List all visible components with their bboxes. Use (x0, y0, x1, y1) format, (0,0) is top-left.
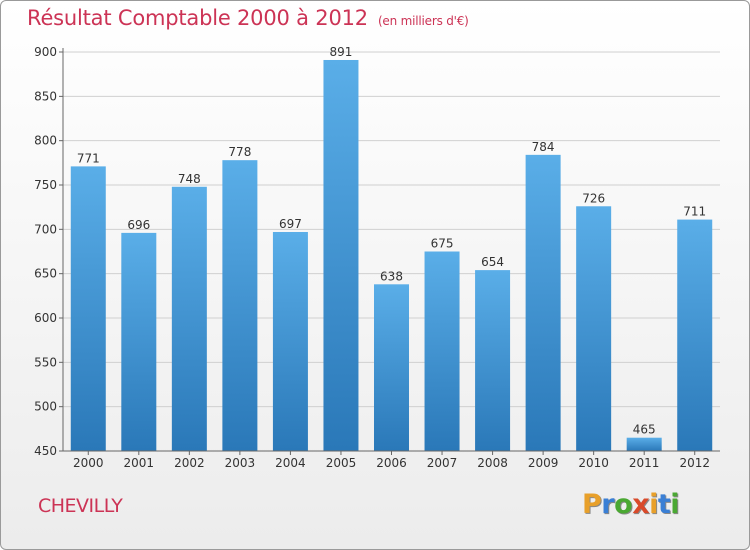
logo-letter: i (649, 489, 658, 520)
x-tick-label: 2010 (578, 456, 609, 470)
value-label: 711 (683, 205, 706, 219)
bar-2002 (171, 186, 207, 452)
logo-letter: o (614, 489, 633, 520)
logo-letter: r (601, 489, 615, 520)
x-tick-label: 2001 (124, 456, 155, 470)
bar-2005 (323, 59, 359, 451)
chart-subtitle: (en milliers d'€) (377, 14, 469, 28)
value-label: 748 (178, 172, 201, 186)
y-tick-label: 900 (34, 45, 57, 59)
axis-layer: 450 500 550 600 650 700 750 800 850 900 2000 2001 20… (34, 45, 720, 470)
bar-2006 (374, 284, 409, 451)
y-tick-label: 800 (34, 134, 57, 148)
value-label: 675 (431, 237, 454, 251)
logo-letter: i (670, 489, 680, 520)
value-label: 697 (279, 217, 302, 231)
logo-letter: x (632, 489, 650, 520)
bar-2004 (272, 231, 308, 451)
bar-layer (70, 59, 713, 452)
bar-2003 (222, 160, 258, 451)
city-name: CHEVILLY (38, 495, 123, 517)
chart-title: Résultat Comptable 2000 à 2012 (en millie… (27, 6, 469, 30)
bar-2007 (424, 251, 460, 451)
x-tick-label: 2002 (174, 456, 205, 470)
bar-2009 (525, 154, 561, 451)
bar-2011 (626, 437, 662, 451)
y-tick-label: 550 (34, 355, 57, 369)
logo-letter: P (582, 489, 602, 520)
bar-2000 (70, 166, 106, 451)
x-tick-label: 2000 (73, 456, 104, 470)
x-tick-label: 2004 (275, 456, 306, 470)
value-label: 778 (228, 145, 251, 159)
value-label: 726 (582, 191, 605, 205)
y-tick-label: 650 (34, 267, 57, 281)
x-tick-label: 2011 (629, 456, 660, 470)
label-layer: 771 696 748 778 697 891 638 675 654 784 726 465 711 (77, 45, 706, 437)
x-tick-label: 2009 (528, 456, 559, 470)
x-tick-label: 2012 (679, 456, 710, 470)
x-tick-label: 2003 (225, 456, 256, 470)
y-tick-label: 850 (34, 89, 57, 103)
bar-2001 (121, 232, 157, 451)
chart-title-text: Résultat Comptable 2000 à 2012 (27, 6, 368, 30)
x-tick-label: 2008 (477, 456, 508, 470)
x-tick-label: 2007 (427, 456, 458, 470)
y-tick-label: 500 (34, 400, 57, 414)
bar-2012 (677, 219, 713, 451)
value-label: 638 (380, 269, 403, 283)
value-label: 891 (330, 45, 353, 59)
x-tick-label: 2006 (376, 456, 407, 470)
y-tick-label: 700 (34, 222, 57, 236)
x-tick-label: 2005 (326, 456, 357, 470)
bar-2008 (475, 270, 511, 451)
y-tick-label: 750 (34, 178, 57, 192)
value-label: 696 (127, 218, 150, 232)
logo-letter: t (657, 489, 671, 520)
value-label: 771 (77, 151, 100, 165)
value-label: 465 (633, 423, 656, 437)
value-label: 784 (532, 140, 555, 154)
proxiti-logo[interactable]: Proxiti (582, 489, 680, 520)
bar-2010 (576, 206, 612, 451)
value-label: 654 (481, 255, 504, 269)
y-tick-label: 450 (34, 444, 57, 458)
y-tick-label: 600 (34, 311, 57, 325)
